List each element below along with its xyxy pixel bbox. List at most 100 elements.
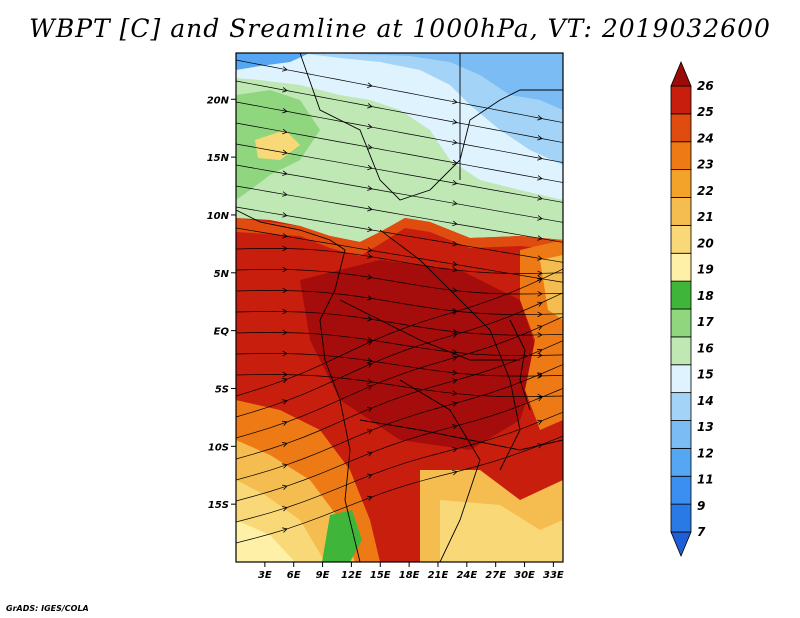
colorbar-label: 15 [697,368,714,382]
colorbar-swatch [670,85,692,115]
colorbar-swatch [670,169,692,198]
colorbar-swatch [670,475,692,505]
streamline-arrow [452,180,458,186]
streamline [236,122,563,183]
streamline-arrow [282,128,288,135]
streamline-arrow [282,308,288,315]
colorbar-label: 24 [697,131,714,145]
lon-tick-label: 33E [543,570,564,581]
colorbar-swatch [670,113,692,143]
streamline-arrow [452,139,458,145]
streamline-arrow [452,424,458,430]
streamline-arrow [282,350,288,357]
streamline-arrow [282,484,288,490]
streamline-arrow [367,226,373,233]
streamline [236,353,563,377]
streamline [236,340,563,460]
streamline-arrow [366,362,373,368]
longitude-axis: 3E 6E 9E 12E 15E 18E 21E 24E 27E 30E 33E [258,562,564,581]
streamline-arrow [452,159,458,166]
streamline-arrow [537,195,543,201]
streamline-arrow [452,220,458,227]
chart-title: WBPT [C] and Sreamline at 1000hPa, VT: 2… [29,14,771,43]
streamline-arrow [452,378,458,384]
lat-tick-label: 5N [214,269,230,280]
streamline-arrow [282,371,288,378]
streamline-arrow [536,419,543,425]
streamline [236,206,563,263]
streamline-arrow [282,149,288,156]
streamline-arrow [536,396,543,402]
streamline [236,374,563,397]
streamline-arrow [367,103,373,109]
streamline [236,59,563,123]
streamline-arrow [452,119,458,125]
streamline-arrow [537,332,543,338]
streamline-arrow [537,255,543,261]
streamline [236,435,563,544]
colorbar-swatch [670,252,692,282]
streamline-arrow [452,447,458,453]
streamline-arrow [537,215,543,221]
streamline-arrow [282,191,288,197]
streamline-arrow [367,164,373,171]
streamline-arrow [452,390,458,396]
colorbar-swatch [670,308,692,338]
streamline [236,269,563,295]
streamline-arrow [537,311,543,318]
streamline [236,185,563,243]
streamline-arrow [282,442,288,448]
streamline [236,387,563,502]
streamline-arrow [452,309,458,316]
lat-tick-label: 20N [207,95,230,106]
streamline-arrow [282,506,288,512]
latitude-axis: 20N 15N 10N 5N EQ 5S 10S 15S [207,95,236,511]
colorbar-label: 25 [697,105,714,119]
colorbar-label: 22 [697,184,714,198]
streamline-arrow [366,451,373,457]
colorbar-swatch [670,224,692,254]
streamline-arrow [452,200,458,206]
streamline-arrow [537,155,543,161]
streamline-arrow [452,287,458,294]
streamline [236,101,563,163]
streamline-arrow [366,407,373,413]
colorbar-label: 17 [697,315,714,329]
streamline [236,332,563,356]
colorbar-label: 12 [697,446,714,460]
colorbar-swatch [670,420,692,449]
lon-tick-label: 21E [428,570,449,581]
streamline-arrow [367,295,373,301]
streamline-arrow [536,325,543,331]
colorbar-label: 26 [697,79,714,93]
lon-tick-label: 15E [370,570,391,581]
streamline-arrow [282,399,288,405]
streamline-arrow [366,384,373,390]
lat-tick-label: 15S [208,500,229,511]
streamline-arrow [282,212,288,218]
streamline-arrow [282,266,288,273]
streamline-arrow [537,115,543,121]
streamline-arrow [282,66,288,72]
streamline-arrow [367,316,373,322]
streamline-arrow [452,240,458,247]
streamline-arrow [452,266,458,273]
streamline [236,80,563,143]
lon-tick-label: 6E [287,570,301,581]
streamline-arrow [282,87,288,93]
colorbar-label: 23 [697,158,714,172]
colorbar-label: 16 [697,341,714,355]
colorbar-swatch [670,447,692,477]
streamline-arrow [282,420,288,426]
streamline-arrow [452,401,458,407]
streamline-arrow [367,206,373,212]
streamline-arrow [536,301,543,307]
lon-tick-label: 27E [485,570,506,581]
streamline [236,227,563,283]
streamline [236,143,563,203]
colorbar-label: 7 [697,525,706,539]
country-borders [236,53,563,562]
streamline-arrow [537,175,543,181]
streamline-arrow [367,274,373,280]
